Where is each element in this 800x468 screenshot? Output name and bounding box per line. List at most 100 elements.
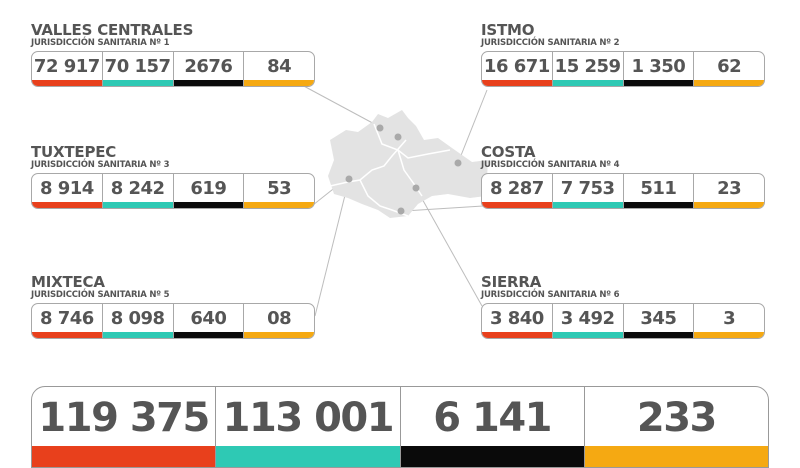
- oaxaca-map: [328, 110, 488, 218]
- color-bar: [623, 332, 694, 338]
- region-stats: 8 914 8 242 619 53: [31, 173, 315, 209]
- region-tuxtepec: TUXTEPEC JURISDICCIÓN SANITARIA Nº 3 8 9…: [31, 145, 315, 209]
- stat-value: 3: [723, 307, 736, 329]
- region-stats: 8 287 7 753 511 23: [481, 173, 765, 209]
- stat-col1: 16 671: [482, 52, 552, 86]
- stat-col1: 8 914: [32, 174, 102, 208]
- stat-col2: 15 259: [551, 52, 623, 86]
- color-bar: [102, 80, 173, 86]
- region-stats: 8 746 8 098 640 08: [31, 303, 315, 339]
- color-bar: [623, 202, 694, 208]
- stat-col4: 84: [243, 52, 314, 86]
- region-title: VALLES CENTRALES: [31, 21, 194, 39]
- totals-panel: 119 375 113 001 6 141 233: [31, 386, 769, 468]
- stat-value: 3 840: [489, 307, 544, 329]
- total-color-bar: [584, 446, 768, 467]
- stat-col3: 511: [622, 174, 694, 208]
- stat-value: 15 259: [554, 55, 621, 77]
- total-col4: 233: [583, 387, 768, 467]
- region-subtitle: JURISDICCIÓN SANITARIA Nº 3: [31, 160, 170, 170]
- stat-value: 53: [267, 177, 292, 199]
- color-bar: [694, 202, 764, 208]
- region-costa: COSTA JURISDICCIÓN SANITARIA Nº 4 8 287 …: [481, 145, 765, 209]
- region-title: ISTMO: [481, 21, 535, 39]
- color-bar: [552, 80, 623, 86]
- color-bar: [32, 332, 102, 338]
- region-subtitle: JURISDICCIÓN SANITARIA Nº 6: [481, 290, 620, 300]
- stat-col4: 23: [693, 174, 764, 208]
- color-bar: [482, 332, 552, 338]
- color-bar: [173, 202, 244, 208]
- color-bar: [102, 202, 173, 208]
- region-valles-centrales: VALLES CENTRALES JURISDICCIÓN SANITARIA …: [31, 23, 315, 87]
- stat-value: 7 753: [560, 177, 615, 199]
- total-value: 6 141: [433, 395, 552, 441]
- stat-value: 23: [717, 177, 742, 199]
- stat-value: 70 157: [104, 55, 171, 77]
- stat-col1: 8 287: [482, 174, 552, 208]
- region-title: TUXTEPEC: [31, 143, 117, 161]
- stat-col2: 7 753: [551, 174, 623, 208]
- stat-col2: 3 492: [551, 304, 623, 338]
- stat-value: 511: [640, 177, 677, 199]
- total-color-bar: [400, 446, 584, 467]
- color-bar: [623, 80, 694, 86]
- stat-value: 2676: [184, 55, 233, 77]
- stat-col2: 8 242: [101, 174, 173, 208]
- stat-col3: 1 350: [622, 52, 694, 86]
- stat-col1: 3 840: [482, 304, 552, 338]
- stat-value: 16 671: [483, 55, 550, 77]
- region-subtitle: JURISDICCIÓN SANITARIA Nº 2: [481, 38, 620, 48]
- stat-col1: 8 746: [32, 304, 102, 338]
- stat-value: 640: [190, 307, 227, 329]
- stat-value: 3 492: [560, 307, 615, 329]
- total-col1: 119 375: [32, 387, 216, 467]
- stat-col2: 8 098: [101, 304, 173, 338]
- stat-col1: 72 917: [32, 52, 102, 86]
- total-col3: 6 141: [399, 387, 584, 467]
- color-bar: [244, 332, 314, 338]
- region-subtitle: JURISDICCIÓN SANITARIA Nº 5: [31, 290, 170, 300]
- total-color-bar: [216, 446, 400, 467]
- color-bar: [552, 332, 623, 338]
- color-bar: [32, 80, 102, 86]
- stat-value: 08: [267, 307, 292, 329]
- color-bar: [552, 202, 623, 208]
- stat-value: 619: [190, 177, 227, 199]
- color-bar: [173, 332, 244, 338]
- stat-value: 8 098: [110, 307, 165, 329]
- region-title: MIXTECA: [31, 273, 105, 291]
- region-subtitle: JURISDICCIÓN SANITARIA Nº 4: [481, 160, 620, 170]
- total-value: 119 375: [38, 395, 210, 441]
- region-mixteca: MIXTECA JURISDICCIÓN SANITARIA Nº 5 8 74…: [31, 275, 315, 339]
- region-stats: 16 671 15 259 1 350 62: [481, 51, 765, 87]
- stat-value: 345: [640, 307, 677, 329]
- region-title: COSTA: [481, 143, 536, 161]
- stat-value: 72 917: [33, 55, 100, 77]
- color-bar: [244, 202, 314, 208]
- region-subtitle: JURISDICCIÓN SANITARIA Nº 1: [31, 38, 170, 48]
- stat-col3: 2676: [172, 52, 244, 86]
- stat-col3: 619: [172, 174, 244, 208]
- color-bar: [694, 332, 764, 338]
- total-value: 233: [636, 395, 718, 441]
- region-title: SIERRA: [481, 273, 542, 291]
- stat-col4: 53: [243, 174, 314, 208]
- stat-col3: 345: [622, 304, 694, 338]
- stat-col4: 62: [693, 52, 764, 86]
- color-bar: [482, 80, 552, 86]
- stat-value: 8 914: [39, 177, 94, 199]
- stat-value: 1 350: [631, 55, 686, 77]
- stat-col4: 3: [693, 304, 764, 338]
- stat-col2: 70 157: [101, 52, 173, 86]
- total-value: 113 001: [222, 395, 395, 441]
- color-bar: [102, 332, 173, 338]
- region-sierra: SIERRA JURISDICCIÓN SANITARIA Nº 6 3 840…: [481, 275, 765, 339]
- color-bar: [244, 80, 314, 86]
- region-stats: 3 840 3 492 345 3: [481, 303, 765, 339]
- color-bar: [482, 202, 552, 208]
- color-bar: [694, 80, 764, 86]
- stat-value: 8 746: [39, 307, 94, 329]
- stat-value: 84: [267, 55, 292, 77]
- color-bar: [32, 202, 102, 208]
